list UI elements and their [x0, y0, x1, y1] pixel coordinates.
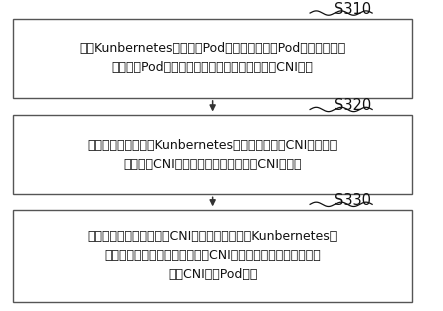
Text: 若判断为否，则发起目标CNI的安装请求，以在Kunbernetes集
群中响应于安装请求，进行目标CNI的安装，并根据安装成功的
目标CNI创建Pod单元: 若判断为否，则发起目标CNI的安装请求，以在Kunbernetes集 群中响应于… — [88, 230, 338, 281]
FancyBboxPatch shape — [13, 19, 412, 98]
Text: 获取数据库中记录的Kunbernetes集群中已安装的CNI信息，并
判断目标CNI信息是否记录在已安装的CNI信息中: 获取数据库中记录的Kunbernetes集群中已安装的CNI信息，并 判断目标C… — [88, 139, 338, 171]
Text: S320: S320 — [334, 98, 371, 113]
Text: 监控Kunbernetes集群中的Pod单元创建请求，Pod单元创建请求
包括创建Pod单元所需使用的目标容器网络接口CNI信息: 监控Kunbernetes集群中的Pod单元创建请求，Pod单元创建请求 包括创… — [79, 42, 346, 74]
Text: S330: S330 — [334, 193, 371, 208]
FancyBboxPatch shape — [13, 115, 412, 194]
FancyBboxPatch shape — [13, 210, 412, 302]
Text: S310: S310 — [334, 2, 371, 17]
